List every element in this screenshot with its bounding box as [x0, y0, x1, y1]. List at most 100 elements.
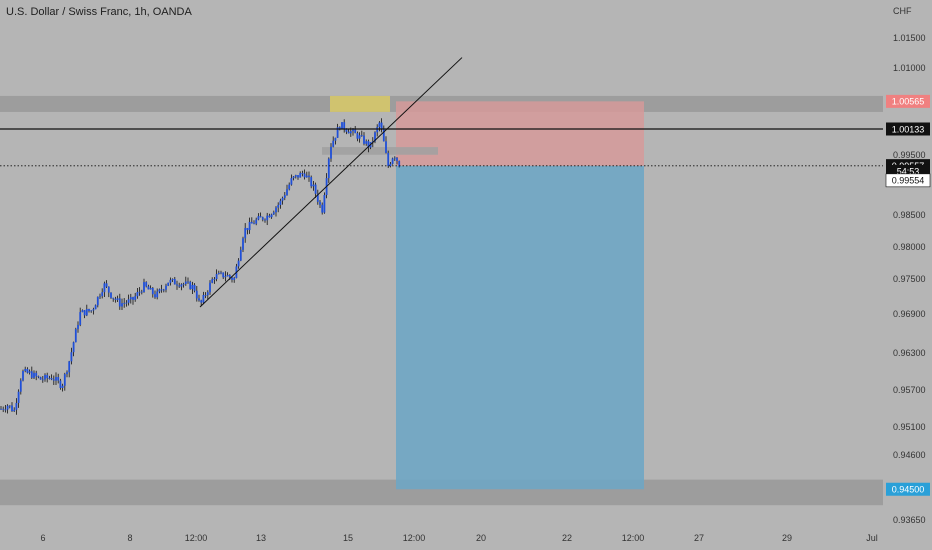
price-badge-target [886, 482, 930, 496]
candle-body [149, 287, 152, 290]
price-badge-last [885, 173, 931, 188]
y-tick-label: 0.95700 [893, 385, 926, 395]
candle-body [246, 227, 249, 231]
price-badge-text: 1.00565 [892, 97, 925, 107]
candle-body [156, 291, 159, 298]
candle-body [365, 141, 368, 144]
candle-body [81, 310, 84, 313]
candle-body [382, 128, 385, 142]
candle-body [77, 324, 79, 330]
candle-body [2, 408, 5, 410]
candle-body [37, 376, 40, 378]
candle-body [343, 122, 346, 130]
candle-body [158, 289, 161, 292]
axis-currency-label: CHF [893, 6, 912, 16]
candle-body [101, 292, 104, 297]
candle-body [70, 352, 73, 362]
candle-body [55, 377, 57, 381]
candle-body [15, 402, 18, 410]
candle-body [94, 305, 97, 310]
candle-body [242, 238, 244, 250]
candle-body [206, 292, 209, 296]
candle-body [8, 405, 11, 407]
candle-body [96, 296, 99, 306]
candle-body [46, 374, 49, 379]
y-tick-label: 0.99500 [893, 150, 926, 160]
candle-body [202, 295, 205, 303]
candle-body [281, 197, 284, 201]
candle-body [261, 217, 264, 220]
candle-body [30, 371, 33, 378]
candle-body [193, 284, 196, 291]
candle-body [231, 277, 233, 280]
chart-title: U.S. Dollar / Swiss Franc, 1h, OANDA [6, 6, 192, 18]
stop-loss-zone [396, 101, 644, 166]
candle-body [145, 282, 148, 287]
price-badge-text: 54:53 [897, 167, 920, 177]
candle-body [132, 297, 134, 300]
candle-body [191, 284, 194, 290]
candle-body [294, 175, 297, 177]
candle-body [121, 303, 123, 307]
candle-body [171, 278, 174, 280]
candle-body [215, 274, 218, 279]
candle-body [147, 286, 150, 290]
candle-body [35, 372, 38, 377]
candle-body [358, 135, 361, 139]
candle-body [184, 281, 187, 284]
candle-body [22, 371, 24, 381]
y-tick-label: 1.01500 [893, 33, 926, 43]
candle-body [268, 215, 271, 218]
candle-body [50, 378, 53, 380]
candle-body [136, 292, 139, 297]
candle-body [134, 296, 137, 300]
candle-body [125, 302, 128, 304]
candle-body [387, 152, 390, 167]
candle-body [345, 129, 348, 132]
candle-body [275, 207, 277, 213]
y-tick-label: 0.95100 [893, 422, 926, 432]
x-tick-label: 29 [782, 533, 792, 543]
candle-body [312, 184, 315, 187]
candle-body [334, 137, 337, 141]
candle-body [264, 219, 266, 221]
candle-body [169, 279, 172, 283]
candle-body [253, 223, 255, 225]
take-profit-zone [396, 165, 644, 490]
candle-body [118, 298, 121, 307]
candle-body [180, 284, 183, 287]
candle-body [211, 279, 214, 283]
candle-body [123, 302, 126, 304]
candle-body [92, 309, 95, 311]
candle-body [220, 272, 222, 274]
candle-body [57, 377, 60, 381]
candle-body [297, 175, 299, 178]
candle-body [72, 342, 75, 353]
candle-body [61, 385, 64, 388]
candle-body [24, 368, 27, 372]
candle-body [107, 286, 110, 293]
y-tick-label: 1.01000 [893, 63, 926, 73]
candle-body [363, 135, 365, 144]
x-tick-label: 27 [694, 533, 704, 543]
candle-body [367, 141, 370, 148]
highlight-zone [330, 95, 390, 112]
candle-body [189, 281, 192, 290]
y-tick-label: 0.97500 [893, 274, 926, 284]
y-tick-label: 0.94600 [893, 450, 926, 460]
candle-body [347, 131, 350, 134]
candle-body [79, 312, 82, 325]
candle-body [354, 129, 357, 134]
candle-body [226, 275, 229, 277]
candle-body [244, 227, 247, 239]
candle-body [99, 296, 101, 297]
candle-body [299, 172, 302, 178]
candle-body [41, 379, 44, 381]
candle-body [292, 176, 295, 179]
candle-body [374, 132, 376, 142]
candle-body [165, 285, 167, 290]
candle-body [290, 178, 293, 185]
candle-body [283, 195, 286, 198]
candle-body [39, 377, 42, 380]
